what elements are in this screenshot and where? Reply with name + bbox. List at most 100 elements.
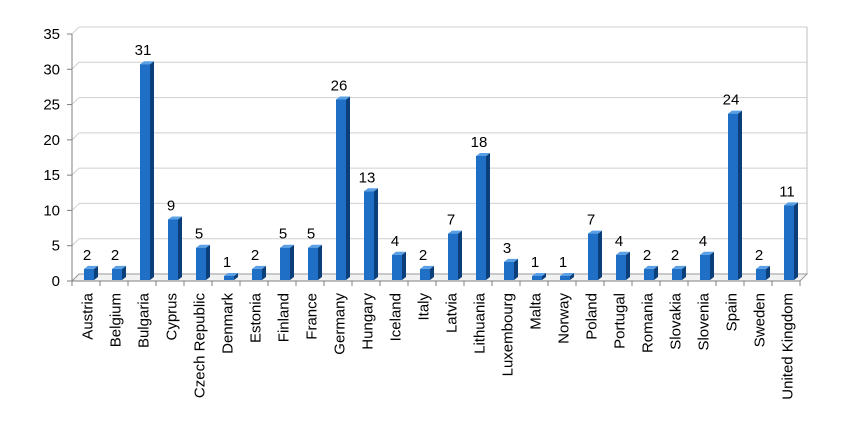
bar-top: [140, 61, 154, 65]
bar: [112, 268, 122, 280]
bar: [504, 261, 514, 280]
chart-floor: [70, 273, 809, 282]
category-label: Luxembourg: [499, 293, 516, 376]
category-label: Austria: [79, 292, 96, 339]
bar-top: [504, 258, 518, 262]
y-tick-label: 20: [43, 132, 60, 149]
data-label: 13: [359, 169, 376, 186]
bar-side: [430, 265, 434, 280]
category-label: Sweden: [751, 293, 768, 347]
category-label: Belgium: [107, 293, 124, 347]
category-label: Spain: [723, 293, 740, 331]
bar: [560, 275, 570, 280]
data-label: 1: [559, 254, 567, 271]
bar-side: [766, 265, 770, 280]
gridline-side: [71, 238, 80, 247]
bar: [84, 268, 94, 280]
data-label: 4: [615, 233, 623, 250]
y-tick-label: 5: [52, 238, 60, 255]
bar: [140, 64, 150, 280]
category-label: Latvia: [443, 292, 460, 333]
bar-top: [308, 244, 322, 248]
data-label: 2: [111, 247, 119, 264]
category-label: Slovenia: [695, 292, 712, 350]
data-label: 5: [195, 226, 203, 243]
data-label: 2: [251, 247, 259, 264]
data-label: 26: [331, 78, 348, 95]
bar: [700, 254, 710, 280]
bar-top: [616, 251, 630, 255]
bar-side: [458, 230, 462, 280]
bar: [476, 155, 486, 280]
bar-top: [196, 244, 210, 248]
bar-side: [738, 110, 742, 280]
category-label: Hungary: [359, 293, 376, 350]
category-label: United Kingdom: [779, 293, 796, 400]
category-label: Norway: [555, 293, 572, 344]
bar: [644, 268, 654, 280]
bar-side: [654, 265, 658, 280]
bar: [392, 254, 402, 280]
bar-side: [542, 272, 546, 280]
category-label: Lithuania: [471, 292, 488, 354]
bar-top: [280, 244, 294, 248]
data-label: 2: [83, 247, 91, 264]
bar: [280, 247, 290, 280]
bar: [588, 233, 598, 280]
y-tick-label: 0: [52, 273, 60, 290]
category-label: Cyprus: [163, 293, 180, 341]
category-label: Poland: [583, 293, 600, 340]
bar-top: [420, 265, 434, 269]
y-tick-label: 10: [43, 202, 60, 219]
bar-top: [448, 230, 462, 234]
category-label: Malta: [527, 292, 544, 329]
bar-top: [364, 188, 378, 192]
data-label: 18: [471, 134, 488, 151]
data-label: 2: [671, 247, 679, 264]
bar-side: [626, 251, 630, 280]
data-label: 1: [531, 254, 539, 271]
bar-side: [178, 216, 182, 280]
data-label: 11: [779, 183, 795, 200]
data-label: 2: [755, 247, 763, 264]
gridline-side: [71, 97, 80, 105]
gridline-side: [71, 61, 80, 70]
bar-side: [346, 96, 350, 280]
bar-side: [402, 251, 406, 280]
bar: [252, 268, 262, 280]
category-label: Romania: [639, 292, 656, 353]
bar: [784, 205, 794, 280]
bar-side: [710, 251, 714, 280]
bar-side: [122, 265, 126, 280]
category-label: Denmark: [219, 293, 236, 354]
data-label: 7: [447, 212, 455, 229]
category-label: Iceland: [387, 293, 404, 341]
bar-top: [112, 265, 126, 269]
gridline-side: [71, 132, 80, 141]
bar: [308, 247, 318, 280]
category-label: Italy: [415, 293, 432, 321]
data-label: 4: [699, 233, 707, 250]
bar: [224, 275, 234, 280]
bar: [420, 268, 430, 280]
bar: [728, 113, 738, 280]
bar: [532, 275, 542, 280]
bar-top: [532, 272, 546, 276]
bar-side: [682, 265, 686, 280]
category-label: Estonia: [247, 292, 264, 343]
category-label: Czech Republic: [191, 293, 208, 399]
bar: [448, 233, 458, 280]
category-label: France: [303, 293, 320, 340]
data-label: 7: [587, 212, 595, 229]
bar-top: [336, 96, 350, 100]
gridline-side: [71, 26, 80, 35]
bar-side: [290, 244, 294, 280]
data-label: 5: [279, 226, 287, 243]
bar-side: [150, 61, 154, 280]
data-label: 24: [723, 92, 740, 109]
bar: [364, 191, 374, 280]
data-label: 4: [391, 233, 399, 250]
bar-top: [728, 110, 742, 114]
bar-top: [644, 265, 658, 269]
